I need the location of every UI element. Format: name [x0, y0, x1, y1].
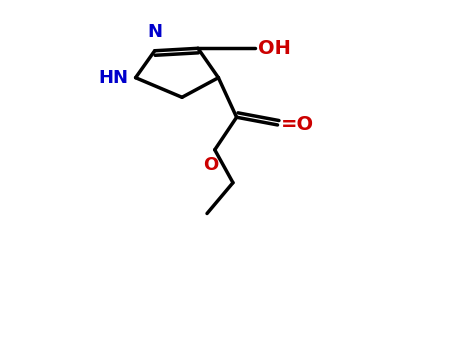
Text: O: O: [203, 156, 219, 174]
Text: N: N: [147, 23, 162, 41]
Text: OH: OH: [258, 39, 291, 58]
Text: =O: =O: [281, 116, 314, 134]
Text: HN: HN: [99, 69, 129, 87]
